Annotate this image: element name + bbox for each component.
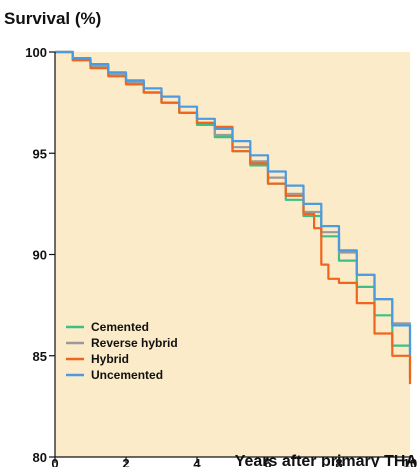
legend: Cemented Reverse hybrid Hybrid Uncemented bbox=[66, 320, 178, 382]
legend-label: Hybrid bbox=[91, 352, 129, 366]
series-line-uncemented bbox=[55, 50, 412, 356]
x-tick-label: 8 bbox=[335, 456, 342, 467]
y-tick-label: 90 bbox=[33, 248, 47, 263]
chart-title: Survival (%) bbox=[4, 9, 101, 28]
legend-label: Cemented bbox=[91, 320, 149, 334]
x-tick-label: 2 bbox=[122, 456, 129, 467]
axes-layer: 80 85 90 95 100 0 2 4 6 8 10 bbox=[25, 45, 417, 467]
legend-label: Reverse hybrid bbox=[91, 336, 178, 350]
x-axis-title: Years after primary THA bbox=[235, 453, 418, 467]
x-tick-label: 6 bbox=[264, 456, 271, 467]
legend-label: Uncemented bbox=[91, 368, 163, 382]
plot-background bbox=[55, 52, 410, 457]
y-tick-label: 80 bbox=[33, 450, 47, 465]
series-layer bbox=[55, 50, 412, 385]
y-tick-label: 85 bbox=[33, 349, 47, 364]
y-tick-label: 95 bbox=[33, 146, 47, 161]
y-tick-label: 100 bbox=[25, 45, 47, 60]
x-tick-label: 10 bbox=[403, 456, 417, 467]
x-tick-label: 4 bbox=[193, 456, 201, 467]
x-tick-label: 0 bbox=[51, 456, 58, 467]
